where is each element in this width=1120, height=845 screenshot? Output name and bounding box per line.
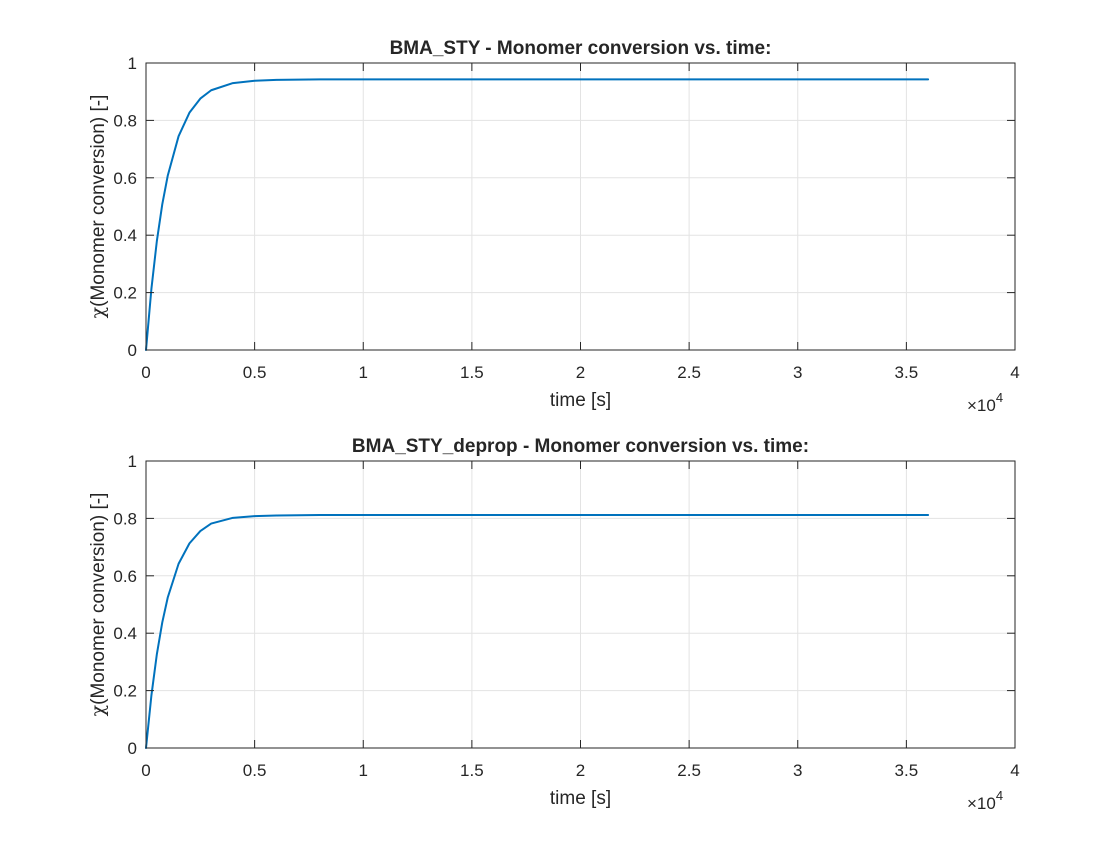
x-tick-label: 3.5 [895,363,919,382]
x-axis-label: time [s] [550,390,611,411]
chart-title: BMA_STY - Monomer conversion vs. time: [390,38,772,59]
y-tick-label: 0 [128,341,137,360]
x-tick-label: 2 [576,363,585,382]
x-axis-exponent: ×104 [967,788,1003,813]
y-axis-label: χ(Monomer conversion) [-] [87,493,109,717]
y-tick-label: 0.6 [113,567,137,586]
x-tick-label: 1 [359,761,368,780]
y-tick-label: 1 [128,452,137,471]
x-axis-exponent: ×104 [967,390,1003,415]
axes-1: 0 0.5 1 1.5 2 2.5 3 3.5 4 0 0.2 0.4 0.6 0.8 1 BMA_STY -… [87,38,1020,415]
x-tick-label: 0 [141,761,150,780]
y-tick-label: 0 [128,739,137,758]
x-tick-label: 2 [576,761,585,780]
x-axis-exponent-power: 4 [996,788,1003,803]
x-tick-label: 0 [141,363,150,382]
x-tick-label: 1.5 [460,761,484,780]
x-tick-label: 1.5 [460,363,484,382]
x-tick-label: 2.5 [677,363,701,382]
y-tick-label: 0.8 [113,509,137,528]
x-axis-label: time [s] [550,788,611,809]
x-tick-label: 2.5 [677,761,701,780]
y-axis-label-text: (Monomer conversion) [-] [88,95,109,307]
y-axis-label-symbol: χ [87,306,109,318]
y-tick-label: 0.6 [113,169,137,188]
x-tick-label: 1 [359,363,368,382]
x-tick-label: 0.5 [243,761,267,780]
y-tick-label: 0.2 [113,284,137,303]
x-tick-label: 3.5 [895,761,919,780]
x-tick-label: 4 [1010,363,1019,382]
x-tick-label: 3 [793,761,802,780]
chart-title: BMA_STY_deprop - Monomer conversion vs. … [352,436,809,457]
x-tick-label: 0.5 [243,363,267,382]
y-tick-label: 0.2 [113,682,137,701]
x-tick-label: 4 [1010,761,1019,780]
y-tick-label: 0.4 [113,226,137,245]
y-axis-label: χ(Monomer conversion) [-] [87,95,109,319]
axes-2: 0 0.5 1 1.5 2 2.5 3 3.5 4 0 0.2 0.4 0.6 0.8 1 BMA_STY_d… [87,436,1020,813]
y-axis-label-text: (Monomer conversion) [-] [88,493,109,705]
series-line [145,513,930,749]
y-tick-label: 1 [128,54,137,73]
x-axis-exponent-base: ×10 [967,794,996,813]
y-axis-label-symbol: χ [87,704,109,716]
x-axis-exponent-base: ×10 [967,396,996,415]
y-tick-label: 0.4 [113,624,137,643]
x-axis-exponent-power: 4 [996,390,1003,405]
series-line [145,78,930,351]
y-tick-label: 0.8 [113,111,137,130]
x-tick-label: 3 [793,363,802,382]
